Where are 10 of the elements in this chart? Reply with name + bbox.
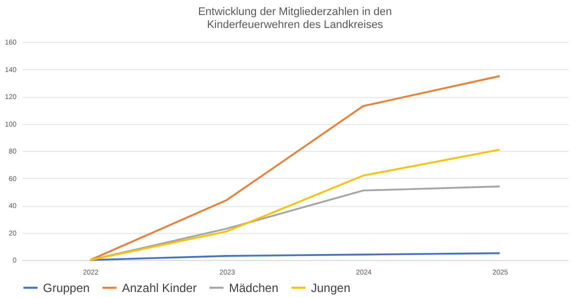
text: Entwicklung der Mitgliederzahlen in den bbox=[198, 6, 392, 18]
legend-label: Mädchen bbox=[229, 280, 278, 295]
text: Kinderfeuerwehren des Landkreises bbox=[206, 19, 384, 31]
legend-label: Gruppen bbox=[43, 280, 90, 295]
line-series bbox=[89, 75, 501, 261]
line-series bbox=[89, 148, 501, 261]
legend-label: Anzahl Kinder bbox=[122, 280, 197, 295]
legend-label: Jungen bbox=[311, 280, 350, 295]
line-series bbox=[89, 252, 501, 261]
line-series bbox=[89, 186, 501, 261]
